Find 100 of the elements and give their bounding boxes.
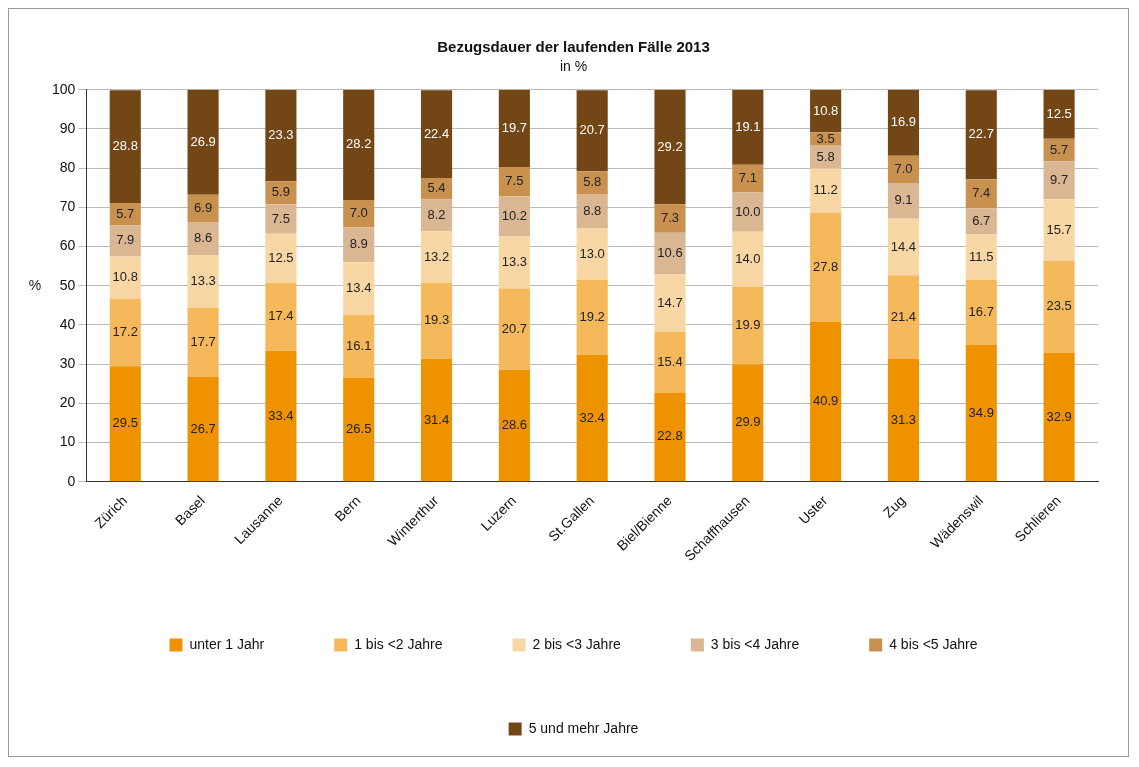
data-label: 19.1 — [735, 118, 761, 134]
data-label: 19.3 — [423, 312, 450, 328]
data-label: 28.8 — [112, 138, 138, 154]
bar — [732, 192, 764, 232]
data-label: 16.1 — [346, 337, 372, 353]
bar — [187, 221, 219, 256]
bar — [576, 228, 608, 280]
bar — [343, 89, 375, 200]
legend-label: 3 bis <4 Jahre — [710, 635, 800, 652]
data-label: 7.0 — [349, 205, 368, 221]
bar — [576, 279, 608, 355]
bar — [1043, 199, 1075, 261]
data-label: 17.2 — [112, 324, 138, 339]
data-label: 28.2 — [346, 136, 372, 152]
data-label: 13.2 — [423, 248, 450, 264]
bar — [810, 89, 842, 133]
data-label: 10.0 — [735, 203, 761, 219]
bar — [187, 255, 219, 308]
data-label: 5.8 — [583, 174, 602, 190]
y-tick-label: 90 — [59, 119, 76, 136]
bar — [109, 225, 141, 257]
y-tick-label: 0 — [67, 472, 76, 489]
data-label: 5.4 — [427, 180, 446, 196]
bar — [498, 236, 530, 289]
data-label: 19.7 — [501, 119, 528, 135]
y-tick-label: 80 — [59, 159, 76, 176]
bar — [498, 89, 530, 168]
bar — [654, 274, 686, 333]
bar — [887, 275, 920, 360]
data-label: 7.4 — [972, 185, 991, 201]
bar — [343, 377, 375, 482]
data-label: 31.3 — [890, 411, 917, 427]
bar — [810, 212, 842, 322]
data-label: 23.3 — [268, 127, 294, 143]
data-label: 3.5 — [816, 130, 835, 146]
bar — [887, 183, 920, 219]
bar — [887, 89, 920, 156]
bar — [887, 218, 920, 276]
data-label: 7.5 — [505, 173, 524, 189]
bar — [343, 262, 375, 315]
bar — [1043, 352, 1075, 482]
bar — [265, 204, 297, 234]
data-label: 12.5 — [1046, 105, 1072, 121]
data-label: 14.0 — [735, 250, 761, 266]
y-tick-label: 30 — [59, 355, 76, 372]
legend-label: 2 bis <3 Jahre — [532, 635, 622, 652]
data-label: 6.7 — [972, 212, 991, 228]
data-label: 19.2 — [579, 308, 605, 324]
data-label: 31.4 — [423, 411, 450, 427]
bar — [1043, 161, 1075, 200]
data-label: 21.4 — [890, 308, 917, 324]
bar — [265, 89, 297, 182]
data-label: 8.8 — [583, 202, 602, 218]
bar — [965, 90, 997, 180]
bar — [965, 234, 997, 280]
data-label: 7.1 — [738, 170, 757, 186]
data-label: 26.5 — [346, 421, 372, 437]
data-label: 32.4 — [579, 409, 605, 425]
bar — [732, 89, 764, 165]
bar — [420, 90, 453, 178]
data-label: 32.9 — [1046, 408, 1072, 424]
bar — [265, 233, 297, 283]
data-label: 28.6 — [501, 417, 528, 433]
data-label: 5.7 — [116, 205, 135, 221]
bar — [109, 90, 141, 204]
bar — [810, 168, 842, 213]
bar — [654, 204, 686, 233]
y-tick-label: 70 — [59, 198, 76, 215]
data-label: 29.5 — [112, 415, 138, 431]
bar — [965, 279, 997, 345]
data-label: 15.7 — [1046, 221, 1072, 237]
data-label: 11.2 — [813, 182, 838, 198]
bar — [1043, 260, 1075, 353]
data-label: 13.4 — [346, 280, 372, 296]
chart-subtitle: in % — [559, 58, 588, 75]
bar — [810, 321, 842, 482]
data-label: 13.3 — [190, 273, 216, 289]
chart-title: Bezugsdauer der laufenden Fälle 2013 — [437, 38, 710, 56]
data-label: 29.9 — [735, 414, 761, 430]
legend-label: 4 bis <5 Jahre — [889, 635, 978, 652]
bar — [265, 350, 297, 482]
bar — [420, 283, 453, 359]
legend-label: unter 1 Jahr — [189, 635, 265, 652]
legend-label: 1 bis <2 Jahre — [354, 635, 443, 652]
data-label: 5.7 — [1050, 141, 1069, 157]
data-label: 10.2 — [501, 207, 528, 223]
bar — [654, 332, 686, 393]
data-label: 8.9 — [349, 236, 368, 252]
y-tick-label: 20 — [59, 394, 76, 411]
y-tick-label: 10 — [59, 433, 76, 450]
bar — [265, 282, 297, 351]
data-label: 22.4 — [423, 125, 450, 141]
bar — [420, 358, 453, 482]
bar — [887, 359, 920, 482]
data-label: 17.7 — [190, 333, 216, 349]
data-label: 10.8 — [812, 102, 839, 118]
data-label: 14.7 — [657, 294, 683, 310]
bar — [187, 89, 219, 195]
bar — [576, 90, 608, 172]
data-label: 13.0 — [579, 245, 605, 261]
